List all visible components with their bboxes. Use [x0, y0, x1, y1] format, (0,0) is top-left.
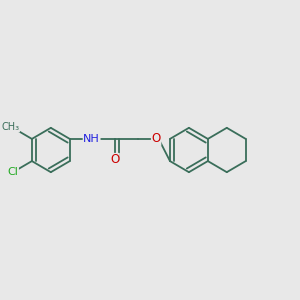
Text: Cl: Cl: [8, 167, 18, 177]
Text: NH: NH: [83, 134, 100, 144]
Text: CH₃: CH₃: [1, 122, 20, 132]
Text: O: O: [152, 132, 161, 146]
Text: O: O: [110, 154, 119, 166]
